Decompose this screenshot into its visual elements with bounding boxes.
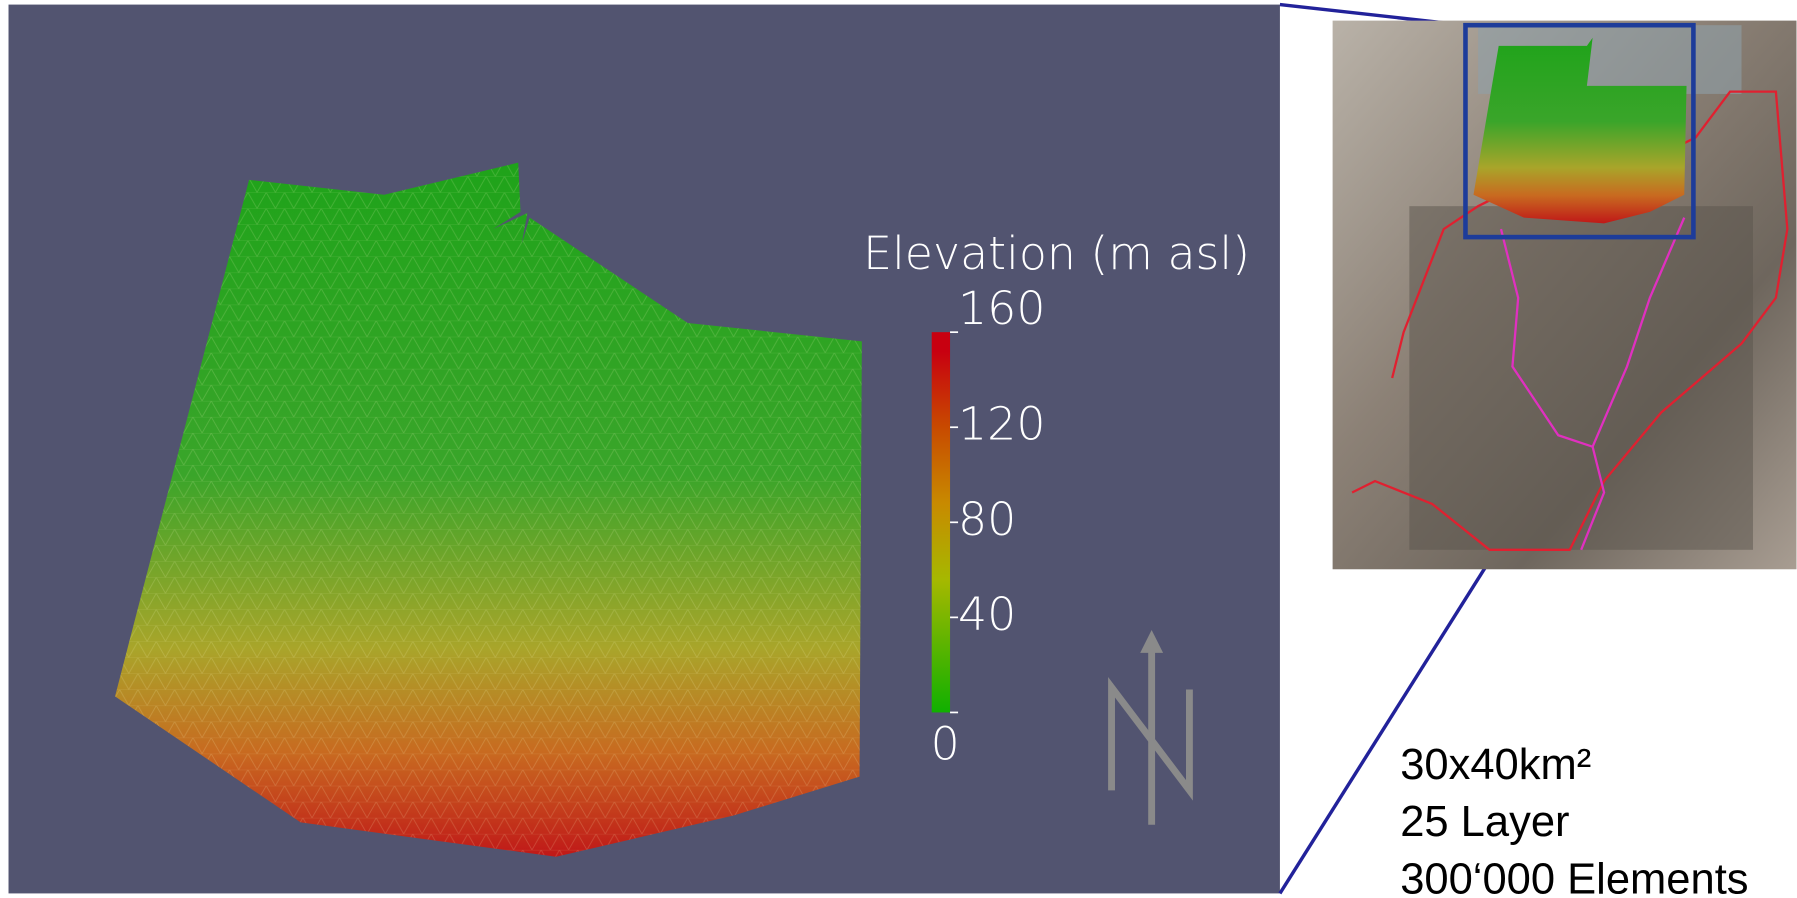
info-line: 25 Layer — [1400, 798, 1569, 846]
colorbar-gradient — [932, 332, 950, 712]
colorbar-tick-label: 80 — [958, 492, 1016, 546]
satellite-map — [1333, 21, 1797, 570]
slide: Elevation (m asl) 0 40 80 120 160 30x40km² 25… — [0, 0, 1797, 898]
colorbar-title: Elevation (m asl) — [863, 226, 1250, 280]
colorbar-tick-label: 120 — [958, 397, 1045, 451]
colorbar-tick-label: 160 — [958, 281, 1045, 335]
colorbar-tick-label: 40 — [958, 587, 1016, 641]
info-line: 30x40km² — [1400, 741, 1591, 789]
colorbar-tick-label: 0 — [931, 716, 960, 770]
info-text: 30x40km² 25 Layer 300‘000 Elements — [1400, 741, 1748, 898]
info-line: 300‘000 Elements — [1400, 855, 1748, 898]
